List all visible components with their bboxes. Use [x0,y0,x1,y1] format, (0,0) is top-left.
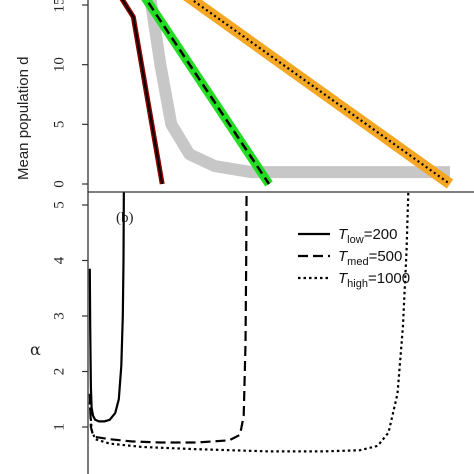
panel-b-tick-label: 1 [51,423,67,431]
panel-a-tick-label: 15 [51,0,67,13]
panel-a-series [119,0,454,189]
panel-b-tick-label: 4 [51,256,67,264]
panel-a-yticks: 0 5 10 15 [51,0,88,188]
panel-a-tick-label: 10 [51,57,67,72]
solid-line-low [121,0,164,185]
panel-a-ylabel: Mean population d [15,57,32,180]
panel-b-ylabel: α [30,340,41,359]
alpha-line-dotted [88,192,410,453]
panel-b-yticks: 1 2 3 4 5 [51,201,88,431]
gray-simulation-band [144,0,450,179]
panel-b-tick-label: 5 [51,201,67,209]
alpha-line-dashed [88,192,248,444]
alpha-line-solid [88,192,125,423]
panel-a-tick-label: 5 [51,121,67,129]
orange-band-high [183,0,454,189]
legend-entry-dotted: Thigh=1000 [338,270,410,290]
panel-b-tick-label: 2 [51,368,67,376]
legend-entry-dashed: Tmed=500 [338,248,402,268]
legend-entry-solid: Tlow=200 [338,226,397,246]
panel-a: Mean population d 0 5 10 15 [15,0,454,189]
panel-a-tick-label: 0 [51,180,67,188]
dashed-line-med [145,0,271,185]
panel-b-series [88,192,410,453]
panel-b-tick-label: 3 [51,312,67,320]
axes-frame [87,0,474,474]
dotted-line-high [190,0,451,185]
green-band-med [141,0,273,187]
